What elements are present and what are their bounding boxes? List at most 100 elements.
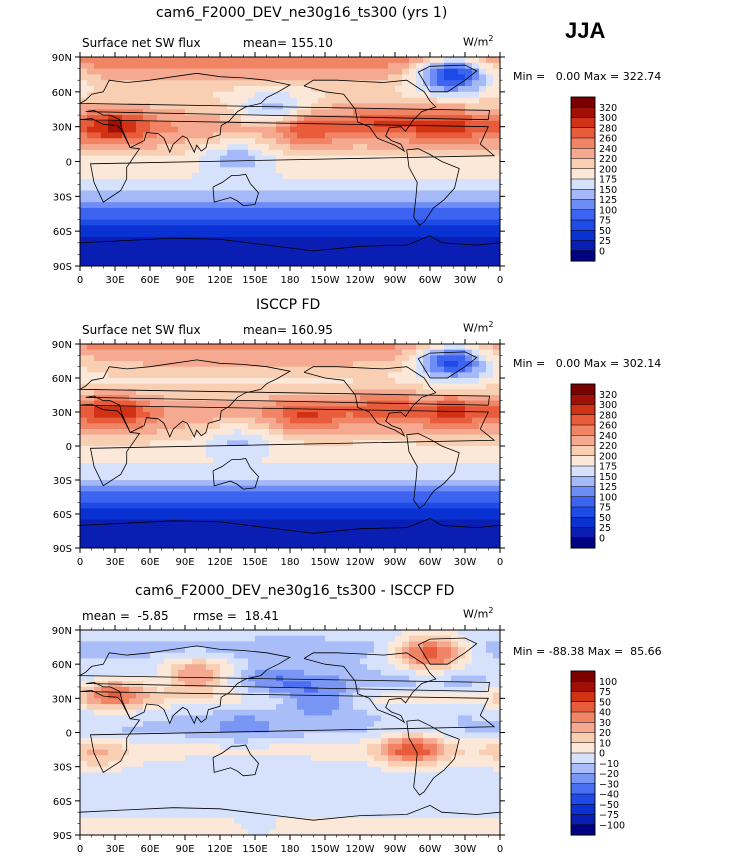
- map-cell: [80, 219, 88, 226]
- map-cell: [192, 423, 200, 430]
- map-cell: [199, 514, 207, 521]
- map-cell: [262, 196, 270, 203]
- map-cell: [94, 497, 102, 504]
- map-cell: [493, 97, 500, 105]
- map-cell: [304, 207, 312, 215]
- map-cell: [283, 225, 291, 232]
- map-cell: [360, 514, 368, 521]
- map-cell: [409, 635, 417, 642]
- map-cell: [227, 497, 235, 504]
- map-cell: [227, 120, 235, 128]
- map-cell: [255, 138, 263, 145]
- map-cell: [220, 68, 228, 76]
- map-cell: [80, 74, 88, 81]
- map-cell: [318, 502, 326, 509]
- map-cell: [465, 641, 473, 648]
- map-cell: [416, 207, 424, 215]
- map-cell: [430, 440, 438, 447]
- map-cell: [122, 457, 130, 464]
- map-cell: [164, 349, 172, 356]
- map-cell: [164, 80, 172, 87]
- colorbar-box: [570, 250, 596, 262]
- map-cell: [108, 138, 116, 145]
- map-cell: [381, 213, 389, 221]
- map-cell: [444, 508, 452, 515]
- map-cell: [129, 103, 137, 110]
- map-cell: [241, 630, 249, 637]
- map-cell: [395, 468, 403, 475]
- map-cell: [248, 378, 256, 385]
- map-cell: [276, 366, 284, 373]
- map-cell: [213, 242, 221, 250]
- map-cell: [353, 254, 361, 261]
- map-cell: [136, 202, 144, 209]
- map-cell: [353, 57, 361, 64]
- map-cell: [262, 167, 270, 174]
- map-cell: [108, 236, 116, 244]
- map-cell: [346, 126, 354, 134]
- map-cell: [388, 429, 396, 436]
- map-cell: [290, 366, 298, 373]
- map-cell: [262, 190, 270, 197]
- map-cell: [283, 647, 291, 654]
- map-cell: [276, 395, 284, 402]
- map-cell: [409, 138, 417, 145]
- map-cell: [479, 86, 487, 93]
- map-cell: [388, 366, 396, 373]
- map-cell: [80, 155, 88, 163]
- map-panel-2: 0 30E 60E 90E 120E 150E 180 150W 120W 90W 60W 30W 09…: [52, 339, 617, 568]
- map-cell: [318, 144, 326, 151]
- map-cell: [101, 361, 109, 368]
- map-cell: [220, 190, 228, 197]
- map-cell: [234, 97, 242, 105]
- map-cell: [437, 91, 445, 99]
- map-cell: [458, 480, 466, 487]
- map-cell: [150, 161, 158, 168]
- map-cell: [416, 514, 424, 521]
- map-cell: [164, 497, 172, 504]
- map-cell: [402, 236, 410, 244]
- map-cell: [444, 207, 452, 215]
- map-cell: [409, 463, 417, 470]
- map-cell: [304, 57, 312, 64]
- map-cell: [297, 115, 305, 122]
- map-cell: [465, 457, 473, 464]
- map-cell: [185, 434, 193, 441]
- map-cell: [157, 491, 165, 498]
- map-cell: [388, 236, 396, 244]
- map-cell: [234, 190, 242, 197]
- map-cell: [220, 463, 228, 470]
- map-cell: [206, 202, 214, 209]
- map-cell: [409, 491, 417, 498]
- map-cell: [325, 231, 333, 238]
- map-cell: [437, 361, 445, 368]
- map-cell: [339, 361, 347, 368]
- map-cell: [213, 502, 221, 509]
- map-cell: [409, 260, 417, 266]
- map-cell: [234, 138, 242, 145]
- map-cell: [269, 120, 277, 128]
- map-cell: [178, 480, 186, 487]
- map-cell: [108, 184, 116, 192]
- map-cell: [395, 120, 403, 128]
- map-cell: [185, 463, 193, 470]
- map-cell: [178, 161, 186, 168]
- map-cell: [171, 144, 179, 151]
- map-cell: [486, 344, 494, 351]
- map-cell: [346, 344, 354, 351]
- map-cell: [395, 260, 403, 266]
- map-cell: [367, 372, 375, 379]
- map-cell: [269, 109, 277, 116]
- map-cell: [143, 219, 151, 226]
- map-cell: [451, 474, 459, 481]
- map-cell: [297, 254, 305, 261]
- map-cell: [206, 86, 214, 93]
- map-cell: [458, 349, 466, 356]
- map-cell: [122, 502, 130, 509]
- map-cell: [402, 344, 410, 351]
- map-cell: [164, 178, 172, 186]
- map-cell: [206, 497, 214, 504]
- map-cell: [94, 400, 102, 407]
- map-cell: [486, 417, 494, 424]
